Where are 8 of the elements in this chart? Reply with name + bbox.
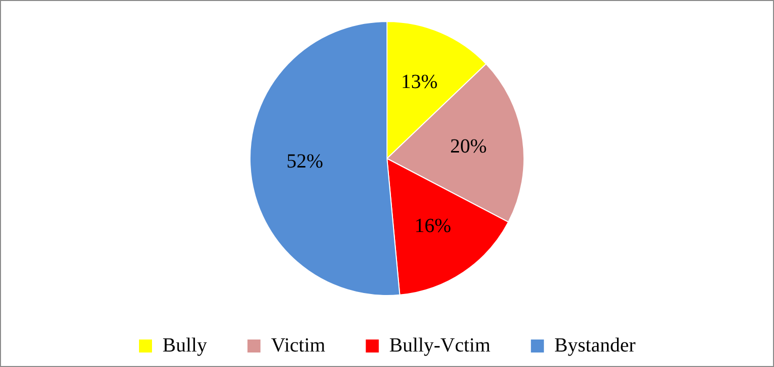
data-label: 16%	[414, 215, 452, 238]
data-label: 52%	[286, 150, 324, 173]
legend-label: Victim	[270, 334, 326, 356]
legend-label: Bystander	[554, 334, 636, 356]
legend-label: Bully	[162, 334, 207, 356]
legend-label: Bully-Vctim	[389, 334, 491, 356]
data-label: 20%	[450, 135, 487, 158]
data-label: 13%	[401, 71, 438, 94]
